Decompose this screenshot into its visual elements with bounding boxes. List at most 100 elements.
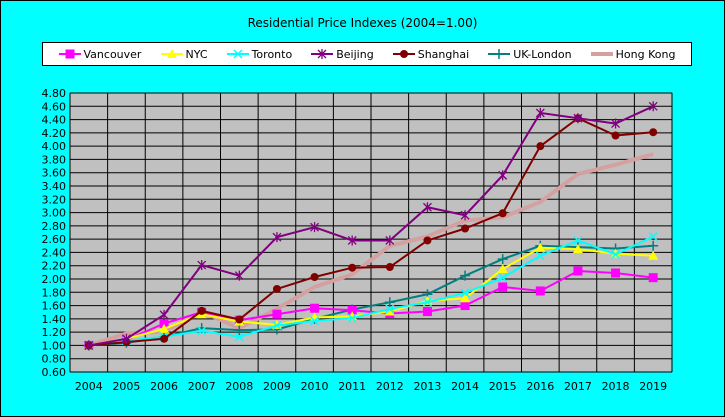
- data-point: [234, 270, 244, 281]
- grid-lines: [69, 92, 673, 373]
- x-tick-label: 2015: [489, 380, 517, 393]
- series-beijing: [84, 101, 658, 351]
- data-point: [317, 49, 327, 59]
- data-point: [385, 235, 395, 246]
- y-tick-label: 4.20: [42, 127, 67, 140]
- y-tick-label: 1.00: [42, 339, 67, 352]
- legend-label: NYC: [185, 47, 208, 61]
- legend-label: Beijing: [336, 47, 374, 61]
- data-point: [272, 320, 282, 331]
- legend-label: Shanghai: [417, 47, 470, 61]
- data-point: [348, 263, 357, 272]
- data-point: [197, 326, 207, 336]
- y-tick-label: 0.80: [42, 353, 67, 366]
- legend-label: Hong Kong: [615, 47, 676, 61]
- chart-legend: Vancouver NYC Toronto Beijing Shanghai UK-Lon…: [42, 42, 692, 66]
- legend-swatch: [160, 49, 183, 58]
- data-point: [385, 263, 394, 272]
- x-tick-label: 2019: [639, 380, 667, 393]
- data-point: [460, 270, 471, 281]
- data-point: [611, 118, 621, 129]
- y-tick-label: 4.00: [42, 140, 67, 153]
- data-point: [422, 297, 432, 307]
- data-point: [648, 273, 658, 283]
- x-tick-label: 2017: [564, 380, 592, 393]
- data-point: [460, 210, 470, 221]
- series-line: [88, 244, 654, 347]
- series-line: [88, 117, 654, 347]
- y-tick-label: 2.80: [42, 220, 67, 233]
- data-point: [159, 309, 169, 320]
- legend-swatch: [311, 49, 334, 59]
- data-point: [272, 232, 282, 243]
- y-tick-label: 1.60: [42, 300, 67, 313]
- data-point: [494, 49, 505, 59]
- data-point: [310, 303, 320, 313]
- legend-swatch: [58, 49, 81, 59]
- data-point: [611, 268, 621, 278]
- data-point: [648, 231, 658, 242]
- legend-label: UK-London: [513, 47, 572, 61]
- data-point: [573, 266, 583, 276]
- y-tick-label: 2.40: [42, 246, 67, 259]
- y-tick-label: 3.60: [42, 167, 67, 180]
- y-tick-label: 4.60: [42, 100, 67, 113]
- legend-item: UK-London: [488, 47, 572, 61]
- chart-title: Residential Price Indexes (2004=1.00): [247, 16, 478, 30]
- y-tick-label: 2.00: [42, 273, 67, 286]
- y-tick-label: 4.40: [42, 114, 67, 127]
- data-point: [498, 170, 508, 181]
- data-point: [384, 306, 395, 316]
- data-point: [159, 323, 170, 333]
- data-point: [310, 222, 320, 233]
- data-point: [272, 309, 282, 319]
- data-point: [535, 107, 545, 118]
- data-point: [423, 236, 432, 245]
- y-tick-label: 3.00: [42, 207, 67, 220]
- data-point: [648, 101, 658, 112]
- data-point: [535, 242, 546, 252]
- series-line: [88, 270, 654, 347]
- series-line: [88, 105, 654, 347]
- data-point: [498, 209, 507, 218]
- data-point: [272, 284, 281, 293]
- data-point: [347, 235, 357, 246]
- x-tick-label: 2018: [602, 380, 630, 393]
- data-point: [535, 251, 545, 261]
- data-point: [573, 235, 583, 246]
- data-point: [166, 49, 177, 58]
- y-tick-label: 0.60: [42, 366, 67, 379]
- data-point: [197, 306, 206, 315]
- data-point: [498, 282, 508, 292]
- x-tick-label: 2010: [301, 380, 329, 393]
- series-line: [88, 235, 654, 347]
- data-point: [234, 332, 244, 342]
- legend-label: Toronto: [251, 47, 293, 61]
- y-tick-label: 4.80: [42, 87, 67, 100]
- legend-item: NYC: [160, 47, 208, 61]
- x-tick-label: 2011: [338, 380, 366, 393]
- x-tick-label: 2014: [451, 380, 479, 393]
- y-tick-label: 1.20: [42, 326, 67, 339]
- legend-swatch: [392, 50, 415, 58]
- legend-item: Beijing: [311, 47, 374, 61]
- legend-swatch: [226, 49, 249, 59]
- legend-item: Vancouver: [58, 48, 141, 61]
- series-toronto: [84, 231, 658, 350]
- data-point: [610, 248, 621, 258]
- x-tick-label: 2012: [376, 380, 404, 393]
- y-tick-label: 1.80: [42, 286, 67, 299]
- x-tick-label: 2007: [188, 380, 216, 393]
- data-point: [461, 224, 470, 233]
- data-point: [197, 260, 207, 271]
- x-tick-label: 2004: [75, 380, 103, 393]
- data-point: [611, 249, 621, 259]
- data-point: [536, 142, 545, 151]
- y-tick-label: 1.40: [42, 313, 67, 326]
- legend-swatch: [590, 52, 613, 56]
- legend-item: Toronto: [226, 47, 293, 61]
- data-point: [385, 304, 395, 314]
- y-tick-label: 3.80: [42, 153, 67, 166]
- data-point: [235, 315, 244, 324]
